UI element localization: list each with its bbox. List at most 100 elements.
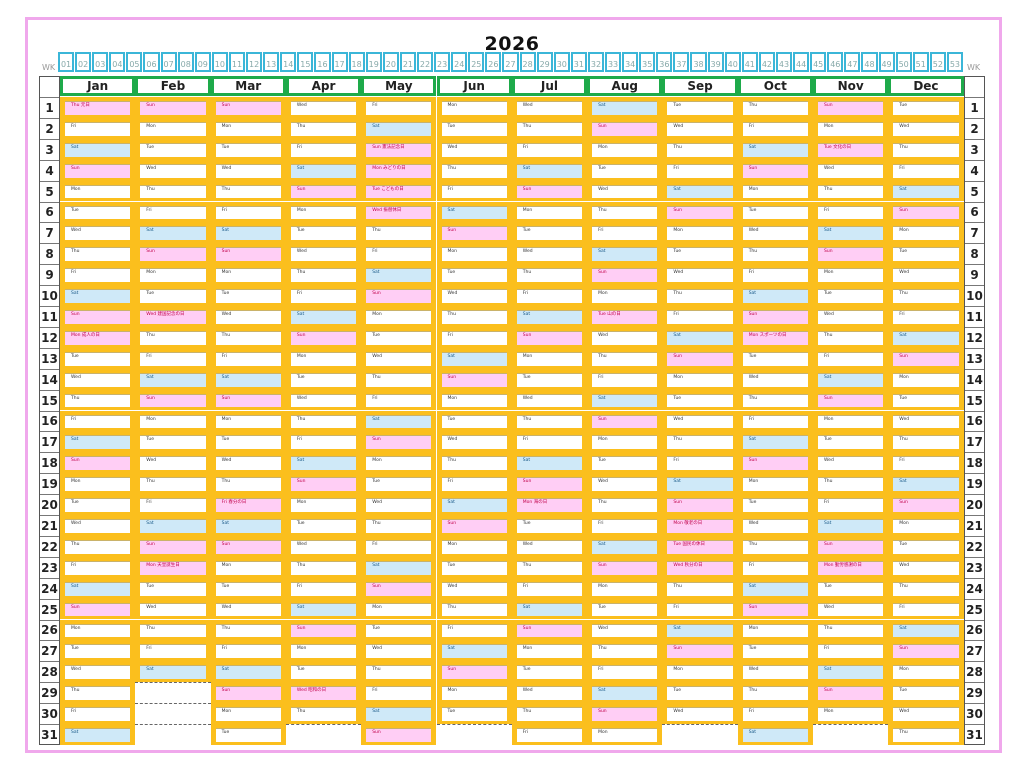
- day-cell[interactable]: Sun: [135, 535, 211, 557]
- day-cell[interactable]: Thu: [813, 619, 889, 641]
- day-cell[interactable]: Sat: [888, 619, 964, 641]
- day-cell[interactable]: Mon: [737, 473, 813, 495]
- day-cell[interactable]: Sat: [135, 661, 211, 683]
- day-entry-box[interactable]: Sun: [667, 644, 733, 659]
- day-entry-box[interactable]: Sun: [140, 247, 206, 262]
- day-cell[interactable]: Tue: [135, 431, 211, 453]
- day-entry-box[interactable]: Wed 建国記念の日: [140, 310, 206, 324]
- day-cell[interactable]: Wed: [888, 264, 964, 286]
- day-entry-box[interactable]: Fri: [592, 226, 658, 241]
- day-cell[interactable]: Thu: [813, 473, 889, 495]
- day-cell[interactable]: Wed: [662, 264, 738, 286]
- day-entry-box[interactable]: Wed: [215, 310, 281, 324]
- day-entry-box[interactable]: Tue: [592, 456, 658, 471]
- day-entry-box[interactable]: Thu: [65, 539, 131, 554]
- day-cell[interactable]: Thu: [436, 306, 512, 327]
- day-entry-box[interactable]: Fri: [667, 310, 733, 324]
- day-cell[interactable]: Thu: [361, 515, 437, 536]
- day-cell[interactable]: Wed: [737, 368, 813, 390]
- day-entry-box[interactable]: Tue: [667, 101, 733, 115]
- day-entry-box[interactable]: Thu: [818, 477, 884, 492]
- day-entry-box[interactable]: Tue: [516, 226, 583, 241]
- day-entry-box[interactable]: Sun: [215, 539, 281, 554]
- day-entry-box[interactable]: Thu: [516, 268, 583, 283]
- day-cell[interactable]: Tue: [888, 535, 964, 557]
- day-entry-box[interactable]: Mon: [592, 289, 658, 303]
- day-entry-box[interactable]: Wed: [65, 665, 131, 680]
- day-cell[interactable]: Thu: [361, 661, 437, 683]
- day-cell[interactable]: Thu: [587, 494, 663, 515]
- day-cell[interactable]: Tue 国民の休日: [662, 535, 738, 557]
- day-entry-box[interactable]: Wed: [893, 268, 959, 283]
- day-entry-box[interactable]: Fri: [516, 581, 583, 596]
- day-entry-box[interactable]: Wed: [65, 372, 131, 387]
- day-cell[interactable]: Thu: [737, 243, 813, 265]
- day-cell[interactable]: Sun: [737, 452, 813, 474]
- day-cell[interactable]: Mon: [135, 117, 211, 139]
- day-entry-box[interactable]: Tue: [667, 393, 733, 408]
- day-entry-box[interactable]: Wed: [893, 121, 959, 136]
- day-cell[interactable]: Thu: [60, 389, 136, 411]
- day-entry-box[interactable]: Sat: [893, 330, 959, 345]
- day-entry-box[interactable]: Fri: [290, 142, 357, 157]
- day-cell[interactable]: Thu: [511, 117, 588, 139]
- day-cell[interactable]: Sat: [135, 222, 211, 244]
- day-cell[interactable]: Sat: [511, 598, 588, 620]
- day-entry-box[interactable]: Wed: [65, 519, 131, 533]
- day-entry-box[interactable]: Tue: [366, 477, 432, 492]
- day-cell[interactable]: Sun: [587, 117, 663, 139]
- day-cell[interactable]: Sun: [210, 535, 286, 557]
- day-cell[interactable]: Wed: [210, 159, 286, 181]
- day-entry-box[interactable]: Tue: [667, 686, 733, 701]
- day-entry-box[interactable]: Fri: [516, 289, 583, 303]
- day-entry-box[interactable]: Sun: [667, 351, 733, 366]
- day-entry-box[interactable]: Mon: [592, 581, 658, 596]
- day-cell[interactable]: Thu: [285, 703, 362, 724]
- day-cell[interactable]: Mon: [436, 243, 512, 265]
- day-entry-box[interactable]: Mon: [516, 644, 583, 659]
- day-cell[interactable]: Fri: [737, 556, 813, 578]
- day-cell[interactable]: Wed: [210, 598, 286, 620]
- day-entry-box[interactable]: Thu: [215, 477, 281, 492]
- day-cell[interactable]: Fri: [888, 306, 964, 327]
- day-cell[interactable]: Wed: [135, 452, 211, 474]
- day-cell[interactable]: Thu: [135, 473, 211, 495]
- day-cell[interactable]: Sun: [436, 222, 512, 244]
- day-entry-box[interactable]: Tue: [65, 498, 131, 512]
- day-cell[interactable]: Sat: [285, 598, 362, 620]
- day-entry-box[interactable]: Sun: [65, 602, 131, 617]
- day-cell[interactable]: Fri: [662, 306, 738, 327]
- day-entry-box[interactable]: Wed: [592, 184, 658, 199]
- day-cell[interactable]: Sun: [361, 724, 437, 745]
- day-entry-box[interactable]: Fri: [742, 268, 808, 283]
- day-cell[interactable]: Fri: [813, 201, 889, 223]
- day-cell[interactable]: Sun: [436, 368, 512, 390]
- day-entry-box[interactable]: Fri: [893, 310, 959, 324]
- day-cell[interactable]: Wed: [285, 535, 362, 557]
- day-cell[interactable]: Tue: [210, 285, 286, 306]
- day-entry-box[interactable]: Tue: [65, 644, 131, 659]
- day-cell[interactable]: Sun: [587, 410, 663, 432]
- day-cell[interactable]: Mon スポーツの日: [737, 326, 813, 348]
- day-entry-box[interactable]: Sun: [592, 268, 658, 283]
- day-cell[interactable]: Mon 海の日: [511, 494, 588, 515]
- day-cell[interactable]: Fri: [60, 410, 136, 432]
- day-cell[interactable]: Tue: [361, 326, 437, 348]
- day-entry-box[interactable]: Thu: [65, 393, 131, 408]
- day-entry-box[interactable]: Thu: [441, 310, 507, 324]
- day-entry-box[interactable]: Sun: [140, 393, 206, 408]
- day-entry-box[interactable]: Sun: [592, 121, 658, 136]
- day-entry-box[interactable]: Fri: [742, 707, 808, 721]
- day-entry-box[interactable]: Wed: [592, 477, 658, 492]
- day-entry-box[interactable]: Sun: [818, 247, 884, 262]
- day-entry-box[interactable]: Fri: [366, 686, 432, 701]
- day-cell[interactable]: Mon: [285, 494, 362, 515]
- day-cell[interactable]: Mon 成人の日: [60, 326, 136, 348]
- day-cell[interactable]: Thu: [511, 703, 588, 724]
- day-cell[interactable]: Wed: [210, 306, 286, 327]
- day-cell[interactable]: Sat: [587, 97, 663, 118]
- day-cell[interactable]: Wed: [285, 97, 362, 118]
- day-cell[interactable]: Sun: [737, 598, 813, 620]
- day-cell[interactable]: Tue: [813, 431, 889, 453]
- day-entry-box[interactable]: Sun: [592, 414, 658, 429]
